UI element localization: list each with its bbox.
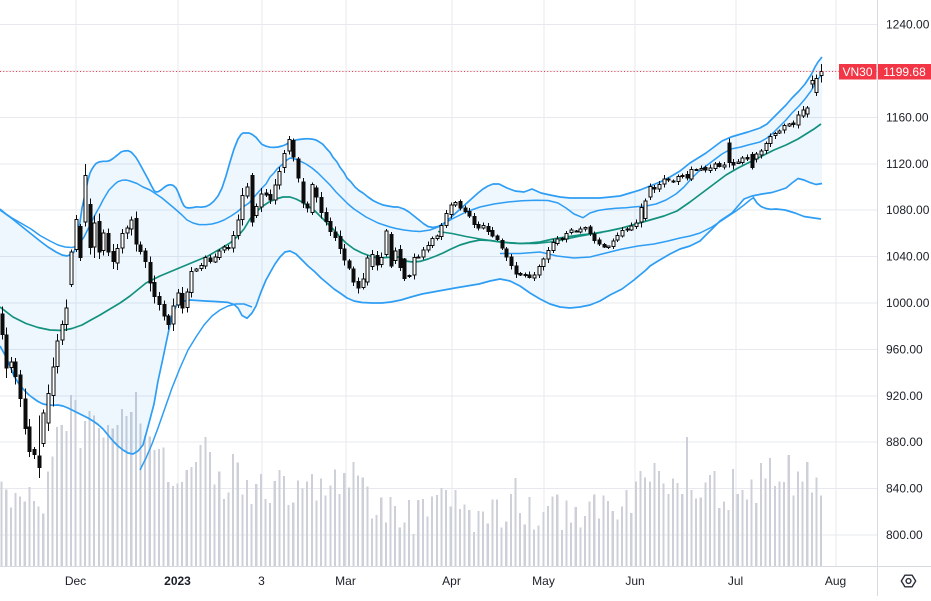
svg-text:800.00: 800.00 xyxy=(886,528,923,542)
svg-text:1240.00: 1240.00 xyxy=(886,18,930,32)
svg-text:1040.00: 1040.00 xyxy=(886,250,930,264)
svg-text:920.00: 920.00 xyxy=(886,389,923,403)
svg-text:Apr: Apr xyxy=(442,574,461,588)
svg-text:May: May xyxy=(532,574,555,588)
svg-text:1080.00: 1080.00 xyxy=(886,203,930,217)
svg-text:Jun: Jun xyxy=(625,574,644,588)
svg-text:3: 3 xyxy=(258,574,265,588)
svg-text:VN30: VN30 xyxy=(842,65,872,79)
svg-text:880.00: 880.00 xyxy=(886,435,923,449)
svg-text:1160.00: 1160.00 xyxy=(886,110,929,124)
svg-text:1000.00: 1000.00 xyxy=(886,296,930,310)
svg-text:960.00: 960.00 xyxy=(886,342,923,356)
svg-text:Dec: Dec xyxy=(65,574,86,588)
svg-text:Jul: Jul xyxy=(728,574,743,588)
svg-text:1120.00: 1120.00 xyxy=(886,157,929,171)
svg-text:1199.68: 1199.68 xyxy=(883,65,926,79)
svg-text:Mar: Mar xyxy=(335,574,356,588)
svg-text:2023: 2023 xyxy=(164,574,191,588)
svg-text:840.00: 840.00 xyxy=(886,482,923,496)
svg-text:Aug: Aug xyxy=(825,574,846,588)
